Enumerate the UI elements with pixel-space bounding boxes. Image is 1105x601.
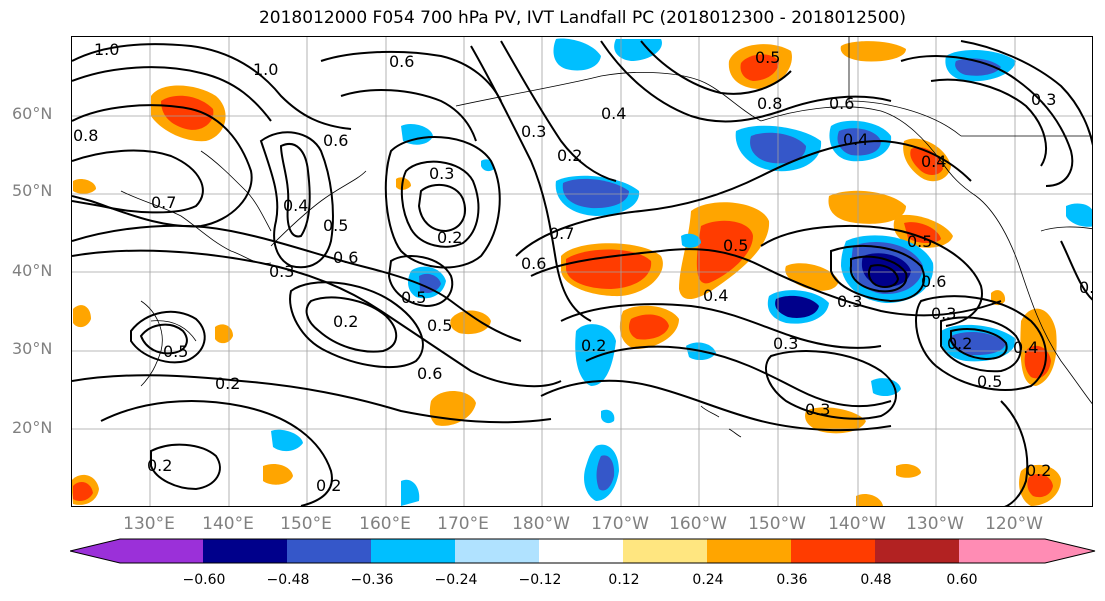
contour-labels: 1.0 1.0 0.8 0.7 0.6 0.4 0.5 0.6 0.3 0.3 … (73, 40, 1093, 495)
map-title: 2018012000 F054 700 hPa PV, IVT Landfall… (258, 8, 906, 28)
contour-label: 0.2 (947, 334, 972, 353)
colorbar-bin (287, 539, 373, 563)
lon-label-160e: 160°E (359, 514, 411, 534)
contour-label: 0.3 (837, 292, 862, 311)
colorbar-tick-label: −0.24 (434, 572, 478, 588)
colorbar-bin (707, 539, 793, 563)
contour-label: 0.2 (147, 456, 172, 475)
contour-label: 0.2 (316, 476, 341, 495)
lon-label-180w: 180°W (512, 514, 570, 534)
contour-label: 0.6 (389, 52, 414, 71)
contour-label: 0.6 (333, 248, 358, 267)
contour-label: 0.3 (521, 122, 546, 141)
contour-label: 0.5 (977, 372, 1002, 391)
colorbar-tick-label: −0.60 (182, 572, 226, 588)
pv-contours (72, 40, 1092, 506)
contour-label: 0.5 (907, 232, 932, 251)
contour-label: 0.6 (417, 364, 442, 383)
colorbar-tick-label: 0.48 (860, 572, 892, 588)
contour-label: 0.3 (805, 400, 830, 419)
colorbar-bin (203, 539, 289, 563)
colorbar (70, 538, 1096, 564)
contour-label: 0.5 (401, 288, 426, 307)
colorbar-tick-label: −0.36 (350, 572, 394, 588)
contour-label: 0.5 (723, 236, 748, 255)
lon-label-130w: 130°W (906, 514, 964, 534)
contour-label: 0.5 (163, 342, 188, 361)
colorbar-bin (791, 539, 877, 563)
contour-label: 0.4 (921, 152, 946, 171)
contour-label: 0.8 (757, 94, 782, 113)
lon-label-140e: 140°E (202, 514, 254, 534)
contour-label: 0.3 (429, 164, 454, 183)
colorbar-tick-label: 0.36 (776, 572, 808, 588)
lat-label-30n: 30°N (12, 339, 53, 358)
contour-label: 0.2 (581, 336, 606, 355)
colorbar-bin (120, 539, 205, 563)
contour-label: 0.2 (557, 146, 582, 165)
contour-label: 1.0 (94, 40, 119, 59)
contour-label: 0.5 (755, 48, 780, 67)
contour-label: 0.4 (601, 104, 626, 123)
colorbar-tick-label: −0.12 (518, 572, 562, 588)
lat-label-50n: 50°N (12, 181, 53, 200)
lon-label-170w: 170°W (591, 514, 649, 534)
coastlines (120, 37, 1092, 438)
contour-label: 0.4 (1013, 338, 1038, 357)
contour-label: 0.7 (151, 193, 176, 212)
colorbar-bin (875, 539, 961, 563)
contour-label: 0.4 (703, 286, 728, 305)
colorbar-outline (70, 538, 1096, 564)
colorbar-tick-label: −0.48 (266, 572, 310, 588)
contour-label: 0.5 (427, 316, 452, 335)
contour-label: 0.2 (1026, 461, 1051, 480)
colorbar-extend-high (1045, 539, 1095, 563)
lon-label-150e: 150°E (280, 514, 332, 534)
colorbar-extend-low (70, 539, 120, 563)
colorbar-tick-label: 0.60 (946, 572, 978, 588)
lon-label-150w: 150°W (748, 514, 806, 534)
map-svg: 1.0 1.0 0.8 0.7 0.6 0.4 0.5 0.6 0.3 0.3 … (72, 37, 1093, 506)
contour-label: 0.3 (269, 262, 294, 281)
colorbar-bin (623, 539, 709, 563)
contour-label: 0.3 (1079, 278, 1093, 297)
colorbar-bin (959, 539, 1045, 563)
lat-label-40n: 40°N (12, 261, 53, 280)
contour-label: 0.4 (843, 130, 868, 149)
contour-label: 0.8 (73, 126, 98, 145)
contour-label: 0.4 (283, 196, 308, 215)
contour-label: 0.6 (829, 94, 854, 113)
lon-label-130e: 130°E (123, 514, 175, 534)
contour-label: 0.6 (921, 272, 946, 291)
lon-label-170e: 170°E (437, 514, 489, 534)
contour-label: 0.7 (549, 224, 574, 243)
lon-label-140w: 140°W (828, 514, 886, 534)
lon-label-160w: 160°W (669, 514, 727, 534)
contour-label: 0.6 (521, 254, 546, 273)
contour-label: 0.6 (323, 131, 348, 150)
lat-label-60n: 60°N (12, 104, 53, 123)
contour-label: 0.3 (931, 304, 956, 323)
contour-label: 1.0 (253, 60, 278, 79)
contour-label: 0.3 (1031, 90, 1056, 109)
colorbar-bin (371, 539, 457, 563)
colorbar-bin (539, 539, 625, 563)
contour-label: 0.3 (773, 334, 798, 353)
contour-label: 0.2 (437, 228, 462, 247)
lat-label-20n: 20°N (12, 418, 53, 437)
contour-label: 0.5 (323, 216, 348, 235)
contour-label: 0.2 (215, 374, 240, 393)
map-panel: 1.0 1.0 0.8 0.7 0.6 0.4 0.5 0.6 0.3 0.3 … (71, 36, 1093, 507)
colorbar-bin (455, 539, 541, 563)
contour-label: 0.2 (333, 312, 358, 331)
colorbar-tick-label: 0.24 (692, 572, 724, 588)
colorbar-tick-label: 0.12 (608, 572, 640, 588)
lon-label-120w: 120°W (985, 514, 1043, 534)
